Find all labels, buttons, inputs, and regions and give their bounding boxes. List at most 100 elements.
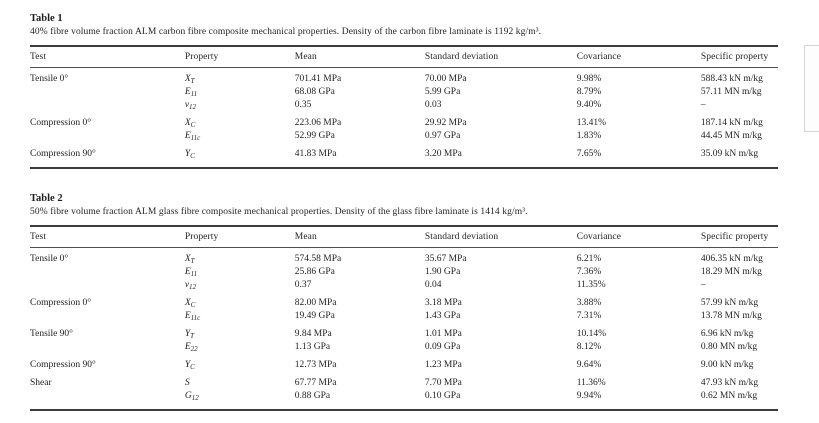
row-group: Compression 0° XC 82.00 MPa 3.18 MPa 3.88% 57… [30, 292, 778, 323]
table-block: Table 1 40% fibre volume fraction ALM car… [30, 12, 778, 169]
property-symbol: E11c [184, 311, 200, 322]
property-symbol: XC [185, 118, 195, 129]
specific-property-cell: 187.14 kN m/kg [700, 118, 763, 128]
column-header: Property [184, 226, 295, 248]
property-cell: XC [185, 292, 295, 310]
std-deviation-cell: 70.00 MPa [424, 74, 467, 84]
test-cell: Compression 0° [30, 298, 92, 308]
specific-property-cell: 57.11 MN m/kg [700, 87, 762, 97]
table-label: Table 1 [30, 13, 63, 24]
mean-cell: 82.00 MPa [294, 298, 337, 308]
table-row: Compression 0° XC 82.00 MPa 3.18 MPa 3.88% 57… [30, 292, 778, 310]
test-cell [30, 130, 185, 143]
mean-cell: 1.13 GPa [294, 342, 331, 352]
property-symbol-subscript: C [190, 363, 195, 371]
property-symbol-base: S [184, 378, 190, 388]
table-row: E22 1.13 GPa 0.09 GPa 8.12% 0.80 MN m/kg [30, 341, 778, 354]
std-deviation-cell: 1.43 GPa [424, 311, 461, 321]
covariance-cell: 11.36% [576, 378, 606, 388]
std-deviation-cell: 29.92 MPa [424, 118, 467, 128]
property-symbol: G12 [185, 391, 199, 402]
test-cell: Compression 0° [30, 118, 92, 128]
property-cell: XT [185, 68, 295, 87]
specific-property-cell: 588.43 kN m/kg [700, 74, 763, 84]
property-cell: ν12 [185, 279, 295, 292]
table-label: Table 2 [30, 193, 63, 204]
specific-property-cell: 9.00 kN m/kg [700, 360, 754, 370]
property-cell: E22 [185, 341, 295, 354]
property-symbol-subscript: 11 [190, 270, 198, 278]
property-symbol: XC [184, 298, 195, 309]
table-row: Tensile 90° YT 9.84 MPa 1.01 MPa 10.14% 6.96 … [30, 323, 778, 341]
mean-cell: 574.58 MPa [294, 254, 342, 264]
specific-property-cell: – [700, 100, 706, 110]
table-row: G12 0.88 GPa 0.10 GPa 9.94% 0.62 MN m/kg [30, 390, 778, 410]
property-cell: ν12 [185, 99, 295, 112]
mean-cell: 25.86 GPa [294, 267, 335, 277]
tables-region: Table 1 40% fibre volume fraction ALM car… [30, 12, 778, 411]
mean-cell: 12.73 MPa [294, 360, 337, 370]
column-header: Specific property [700, 46, 778, 68]
property-symbol-base: E [184, 311, 191, 321]
column-header: Test [30, 226, 185, 248]
mean-cell: 701.41 MPa [294, 74, 342, 84]
std-deviation-cell: 0.09 GPa [424, 342, 461, 352]
property-cell: E11 [185, 266, 295, 279]
property-symbol-base: Y [184, 329, 191, 339]
column-header: Standard deviation [424, 226, 577, 248]
covariance-cell: 13.41% [576, 118, 607, 128]
property-symbol-subscript: 12 [189, 103, 197, 111]
mean-cell: 0.88 GPa [294, 391, 331, 401]
property-symbol: E11 [185, 267, 198, 278]
column-header: Covariance [576, 46, 701, 68]
test-cell: Shear [30, 378, 52, 388]
row-group: Compression 0° XC 223.06 MPa 29.92 MPa 13.41… [30, 112, 778, 143]
data-table: Test Property Mean Standard deviation Covari… [30, 225, 778, 411]
specific-property-cell: 47.93 kN m/kg [700, 378, 759, 388]
std-deviation-cell: 1.90 GPa [424, 267, 461, 277]
property-symbol: YT [184, 329, 194, 340]
mean-cell: 52.99 GPa [294, 131, 335, 141]
property-cell: G12 [185, 390, 295, 410]
specific-property-cell: 13.78 MN m/kg [700, 311, 762, 321]
test-cell: Tensile 90° [30, 329, 73, 339]
property-symbol-base: E [184, 87, 191, 97]
property-symbol-base: X [184, 298, 191, 308]
row-group: Tensile 90° YT 9.84 MPa 1.01 MPa 10.14% 6.96 … [30, 323, 778, 354]
table-row: Compression 90° YC 41.83 MPa 3.20 MPa 7.65% 3… [30, 143, 778, 168]
test-cell: Tensile 0° [30, 74, 69, 84]
column-header: Standard deviation [424, 46, 577, 68]
header-row: Test Property Mean Standard deviation Covari… [30, 226, 778, 248]
std-deviation-cell: 0.97 GPa [424, 131, 461, 141]
property-symbol: ν12 [185, 100, 197, 111]
column-header: Covariance [576, 226, 701, 248]
column-header: Property [184, 46, 295, 68]
mean-cell: 19.49 GPa [294, 311, 335, 321]
specific-property-cell: 0.80 MN m/kg [700, 342, 758, 352]
property-symbol: YC [185, 360, 195, 371]
property-symbol-base: ν [184, 280, 190, 290]
property-symbol: E11 [184, 87, 197, 98]
table-row: Tensile 0° XT 701.41 MPa 70.00 MPa 9.98% 588.… [30, 68, 778, 87]
specific-property-cell: 35.09 kN m/kg [700, 149, 759, 159]
row-group: Shear S 67.77 MPa 7.70 MPa 11.36% 47.93 kN m/… [30, 372, 778, 410]
test-cell: Compression 90° [30, 360, 96, 370]
covariance-cell: 10.14% [576, 329, 607, 339]
table-row: Shear S 67.77 MPa 7.70 MPa 11.36% 47.93 kN m/… [30, 372, 778, 390]
row-group: Compression 90° YC 12.73 MPa 1.23 MPa 9.64% 9… [30, 354, 778, 372]
property-symbol-base: X [184, 254, 191, 264]
property-symbol-base: E [184, 131, 191, 141]
test-cell [30, 266, 185, 279]
covariance-cell: 9.98% [576, 74, 602, 84]
test-cell [30, 310, 185, 323]
right-edge-box [804, 45, 819, 132]
std-deviation-cell: 0.03 [424, 100, 442, 110]
std-deviation-cell: 1.23 MPa [424, 360, 462, 370]
property-symbol-base: Y [184, 149, 191, 159]
table-row: Compression 90° YC 12.73 MPa 1.23 MPa 9.64% 9… [30, 354, 778, 372]
specific-property-cell: – [700, 280, 706, 290]
mean-cell: 0.37 [294, 280, 312, 290]
property-cell: E11c [185, 130, 295, 143]
test-cell: Compression 90° [30, 149, 96, 159]
covariance-cell: 11.35% [576, 280, 606, 290]
